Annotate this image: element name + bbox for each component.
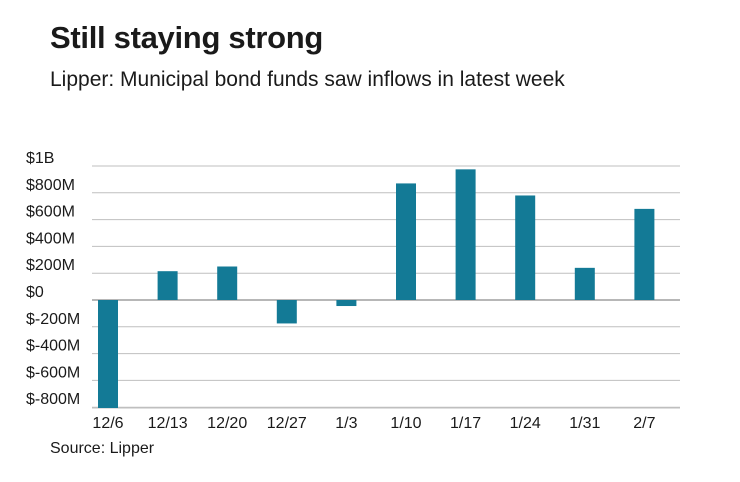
y-tick-label-0: $1B: [26, 150, 54, 167]
y-tick-label-8: $-600M: [26, 364, 80, 381]
y-tick-label-9: $-800M: [26, 391, 80, 408]
bar-12/27: [276, 300, 297, 324]
x-tick-label-0: 12/6: [92, 415, 123, 432]
bar-1/24: [515, 195, 536, 300]
x-tick-label-7: 1/24: [510, 415, 541, 432]
y-tick-label-6: $-200M: [26, 311, 80, 328]
gridlines: [92, 165, 680, 409]
y-axis-ticks: $1B $800M $600M $400M $200M $0 $-200M $-400M $-6…: [26, 150, 80, 408]
x-tick-label-3: 12/27: [267, 415, 307, 432]
bar-2/7: [634, 208, 655, 300]
x-tick-label-8: 1/31: [569, 415, 600, 432]
x-tick-label-1: 12/13: [148, 415, 188, 432]
bar-1/3: [336, 300, 357, 307]
bar-1/10: [396, 183, 416, 300]
y-tick-label-3: $400M: [26, 230, 75, 247]
chart-subtitle: Lipper: Municipal bond funds saw inflows…: [50, 68, 565, 91]
x-tick-label-6: 1/17: [450, 415, 481, 432]
source-note: Source: Lipper: [50, 440, 155, 457]
x-tick-label-2: 12/20: [207, 415, 247, 432]
y-tick-label-5: $0: [26, 284, 44, 301]
bar-1/31: [574, 267, 595, 300]
y-tick-label-2: $600M: [26, 204, 75, 221]
x-tick-label-4: 1/3: [335, 415, 357, 432]
x-axis-ticks: 12/6 12/13 12/20 12/27 1/3 1/10 1/17 1/24 1/31 2/…: [92, 415, 655, 432]
bar-12/6: [98, 300, 118, 408]
bars: [98, 169, 655, 408]
y-tick-label-7: $-400M: [26, 338, 80, 355]
bar-1/17: [455, 169, 476, 300]
x-tick-label-5: 1/10: [390, 415, 421, 432]
chart-title: Still staying strong: [50, 20, 324, 55]
y-tick-label-1: $800M: [26, 177, 75, 194]
x-tick-label-9: 2/7: [633, 415, 655, 432]
bar-12/20: [217, 266, 238, 300]
y-tick-label-4: $200M: [26, 257, 75, 274]
bar-12/13: [157, 271, 178, 300]
